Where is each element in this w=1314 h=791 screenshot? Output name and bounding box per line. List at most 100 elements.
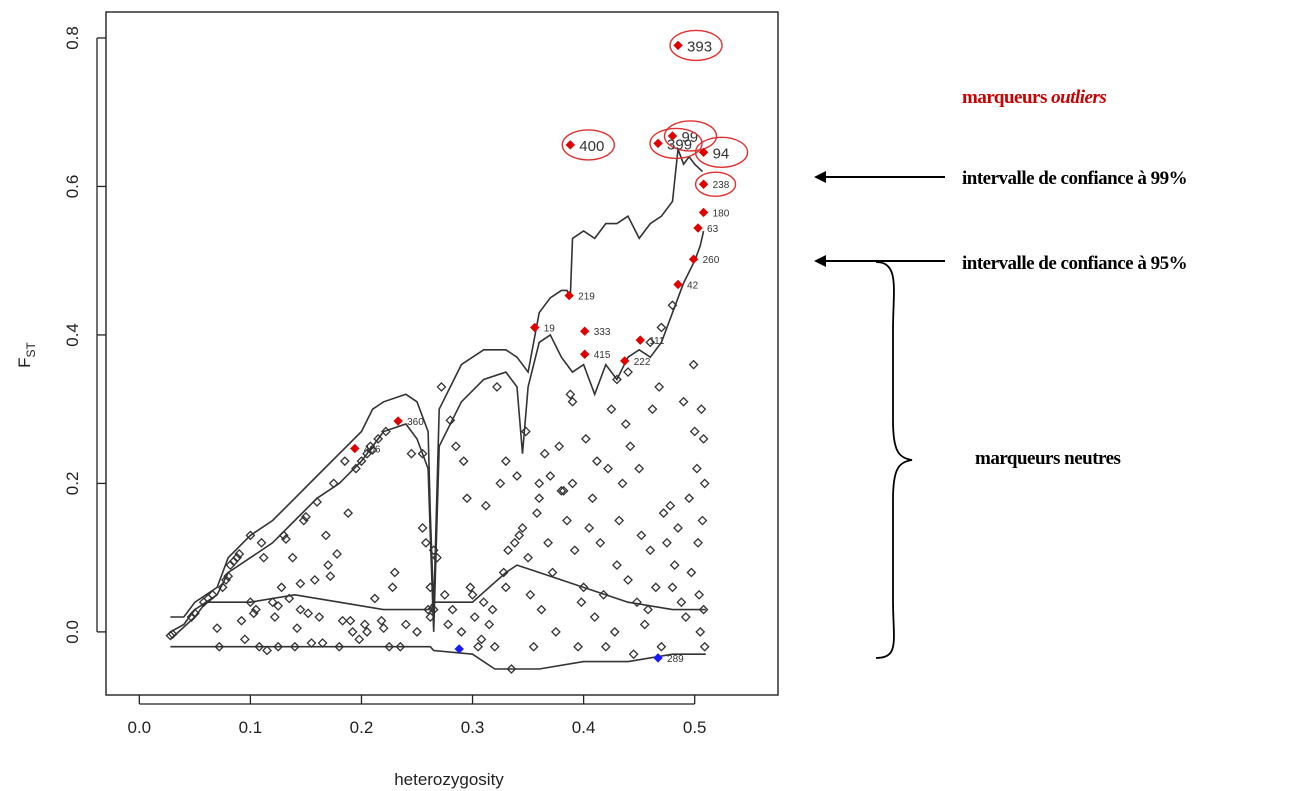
neutral-point [295,604,306,615]
neutral-point [669,560,680,571]
neutral-point [306,638,317,648]
neutral-point [436,381,447,392]
neutral-point [697,515,708,526]
neutral-point [432,552,442,563]
neutral-point [667,582,678,593]
outlier-label: 260 [703,255,720,266]
neutral-point [428,604,439,615]
y-axis-title-sub: ST [24,341,38,357]
neutral-point [506,664,517,674]
neutral-point [678,396,689,407]
neutral-point [254,641,265,652]
neutral-point [303,608,314,619]
neutral-point [269,612,280,622]
neutral-point [495,478,506,489]
neutral-point [212,623,222,634]
neutral-point [289,641,300,652]
neutral-point [343,508,354,519]
neutral-point [443,619,454,630]
neutral-point [693,537,703,548]
neutral-point [636,530,647,541]
neutral-point [694,589,705,600]
outlier-point [673,40,683,51]
neutral-point [312,497,322,507]
neutral-point [645,545,656,556]
neutral-point [656,322,667,333]
neutral-point [373,433,384,444]
outlier-point [698,207,709,218]
neutral-point [514,530,525,541]
annotation-outliers-em: outliers [1051,87,1106,108]
annotation-outliers: marqueurs outliers [962,87,1106,108]
outlier-point [620,356,630,366]
neutral-point [567,396,578,407]
neutral-point [623,367,633,377]
confidence-lines [169,149,706,670]
outlier-label: 63 [707,224,719,235]
neutral-point [512,471,522,481]
neutral-point [425,612,436,622]
annotation-ci99: intervalle de confiance à 99% [962,168,1187,189]
x-tick-label: 0.5 [683,718,707,737]
neutral-point [362,626,372,637]
neutral-point [276,582,287,593]
neutral-point [347,626,358,637]
outlier-point [530,322,540,333]
neutral-point [487,604,498,615]
neutral-point [489,641,500,652]
plot-frame [105,11,779,696]
ci-lower-line [170,645,706,670]
neutral-point [339,456,350,467]
neutral-point [689,426,700,437]
neutral-point [378,623,389,634]
neutral-point [258,552,269,563]
neutral-point [251,604,261,615]
outlier-ellipse [669,29,723,62]
neutral-point [698,604,709,615]
neutral-point [362,448,372,459]
neutral-point [589,612,600,622]
neutral-point [647,404,658,415]
outlier-label: 393 [687,38,712,55]
neutral-point [239,634,250,645]
neutral-point [699,478,710,489]
neutral-point [623,575,633,585]
neutral-point [558,485,569,496]
neutral-point [345,615,356,626]
x-tick-label: 0.2 [350,718,374,737]
neutral-point [406,448,417,459]
balancing-point [653,653,663,663]
neutral-point [384,641,395,652]
neutral-point [458,456,469,467]
neutral-point [278,530,289,541]
neutral-point [395,641,406,652]
neutral-point [587,493,598,504]
neutral-point [245,597,256,608]
outlier-ellipse [561,129,615,161]
neutral-point [228,556,239,567]
neutral-markers [165,300,710,674]
neutral-point [686,567,697,578]
neutral-point [217,582,228,593]
neutral-point [478,597,489,608]
neutral-point [325,571,336,582]
neutral-point [620,419,631,429]
outlier-ellipse [649,127,703,160]
x-tick-label: 0.4 [572,718,596,737]
neutral-point [691,463,702,474]
neutral-point [628,649,639,660]
neutral-point [509,537,520,548]
neutral-point [273,600,284,611]
x-tick-label: 0.0 [128,718,152,737]
neutral-point [337,615,348,626]
neutral-point [281,534,291,545]
neutral-point [498,567,509,578]
neutral-point [500,456,511,467]
neutral-point [417,523,428,533]
neutral-point [425,582,436,593]
neutral-point [376,615,387,626]
neutral-point [614,515,625,526]
neutral-point [562,515,572,526]
brace-neutral [875,261,913,659]
